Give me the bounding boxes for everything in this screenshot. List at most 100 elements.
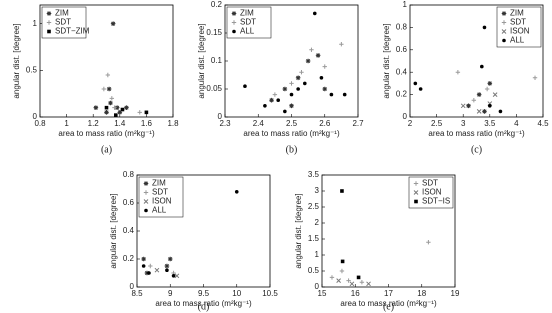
x-tick-label: 1.2 — [88, 119, 100, 128]
x-tick-label: 10.5 — [262, 289, 278, 298]
x-tick-label: 0.8 — [34, 119, 46, 128]
y-tick-label: 0 — [403, 112, 408, 121]
y-tick-label: 2 — [315, 218, 320, 227]
marker — [501, 11, 507, 16]
panel: 15 16 17 18 19 0 0.5 1 1.5 2 2.5 3 3.5 area to mass r… — [294, 170, 460, 312]
marker — [336, 278, 341, 283]
marker — [340, 189, 344, 193]
marker — [532, 75, 538, 80]
marker — [171, 274, 176, 278]
marker — [167, 256, 173, 262]
marker — [418, 87, 423, 91]
y-tick-label: 3.5 — [308, 170, 320, 179]
marker — [46, 11, 52, 16]
x-tick-label: 1 — [64, 119, 69, 128]
marker — [231, 20, 237, 25]
marker — [143, 190, 149, 195]
x-tick-label: 8.5 — [131, 289, 143, 298]
plot-frame — [409, 4, 544, 118]
marker — [322, 64, 327, 69]
marker — [329, 92, 334, 97]
marker — [46, 20, 52, 25]
caption: (e) — [383, 301, 394, 312]
marker — [356, 275, 361, 280]
marker — [488, 104, 492, 108]
marker — [109, 96, 115, 101]
marker — [263, 104, 267, 108]
marker — [289, 92, 294, 97]
y-axis-label: angular dist. [degree] — [109, 193, 118, 268]
x-axis-label: area to mass ratio (m²kg⁻¹) — [243, 129, 340, 138]
legend-label: ISON — [152, 197, 172, 206]
caption: (d) — [198, 301, 210, 312]
marker — [143, 199, 149, 204]
marker — [112, 105, 117, 110]
legend-label: SDT — [55, 18, 71, 27]
marker — [426, 240, 431, 245]
marker — [322, 86, 328, 92]
marker — [346, 278, 351, 283]
x-tick-label: 3.5 — [484, 119, 496, 128]
marker — [312, 11, 317, 16]
y-tick-label: 1 — [315, 250, 320, 259]
marker — [329, 275, 335, 280]
y-tick-label: 1.5 — [308, 234, 320, 243]
marker — [413, 181, 419, 186]
marker — [295, 75, 301, 81]
marker — [460, 103, 466, 109]
legend-label: SDT — [152, 188, 168, 197]
y-axis-label: angular dist. [degree] — [12, 23, 21, 98]
marker — [455, 70, 461, 75]
marker — [144, 110, 149, 115]
marker — [315, 53, 321, 58]
marker — [476, 109, 482, 114]
y-tick-label: 0.6 — [123, 198, 135, 207]
marker — [106, 86, 112, 92]
legend-label: ALL — [152, 206, 167, 215]
y-axis-label: angular dist. [degree] — [294, 193, 303, 268]
x-tick-label: 9 — [168, 289, 173, 298]
marker — [359, 280, 365, 285]
y-tick-label: 0 — [130, 282, 135, 291]
marker — [147, 271, 151, 275]
x-tick-label: 2 — [408, 119, 413, 128]
panel: 2.3 2.4 2.5 2.6 2.7 0 0.05 0.1 0.15 0.2 area to ma… — [197, 0, 364, 155]
caption: (c) — [471, 144, 482, 155]
marker — [164, 263, 170, 269]
marker — [289, 81, 294, 86]
marker — [154, 267, 160, 273]
x-tick-label: 2.5 — [431, 119, 443, 128]
x-tick-label: 2.5 — [286, 119, 298, 128]
marker — [305, 58, 311, 64]
y-tick-label: 0.05 — [206, 84, 222, 93]
y-tick-label: 0.2 — [396, 90, 408, 99]
y-tick-label: 2.5 — [308, 202, 320, 211]
marker — [104, 110, 109, 115]
marker — [114, 113, 118, 117]
marker — [349, 281, 355, 287]
marker — [366, 281, 371, 287]
y-tick-label: 0.6 — [396, 45, 408, 54]
marker — [498, 109, 503, 114]
marker — [299, 70, 304, 75]
y-tick-label: 3 — [315, 186, 320, 195]
panel: 2 2.5 3 3.5 4 4.5 0 0.2 0.4 0.6 0.8 1 area to mass r… — [382, 0, 549, 155]
x-tick-label: 2.4 — [253, 119, 265, 128]
y-tick-label: 0.5 — [308, 266, 320, 275]
plot-frame — [39, 4, 174, 118]
marker — [482, 109, 487, 114]
x-tick-label: 2.6 — [319, 119, 331, 128]
legend-label: SDT — [240, 18, 256, 27]
marker — [104, 105, 109, 110]
marker — [108, 100, 113, 106]
marker — [296, 87, 300, 91]
marker — [303, 81, 307, 86]
y-tick-label: 0.1 — [211, 56, 223, 65]
legend-label: ZIM — [55, 9, 69, 18]
legend-label: SDT−IS — [422, 197, 450, 206]
x-axis-label: area to mass ratio (m²kg⁻¹) — [155, 299, 252, 308]
x-tick-label: 15 — [318, 289, 327, 298]
y-tick-label: 0.8 — [123, 170, 135, 179]
legend-label: SDT−ZIM — [55, 27, 90, 36]
